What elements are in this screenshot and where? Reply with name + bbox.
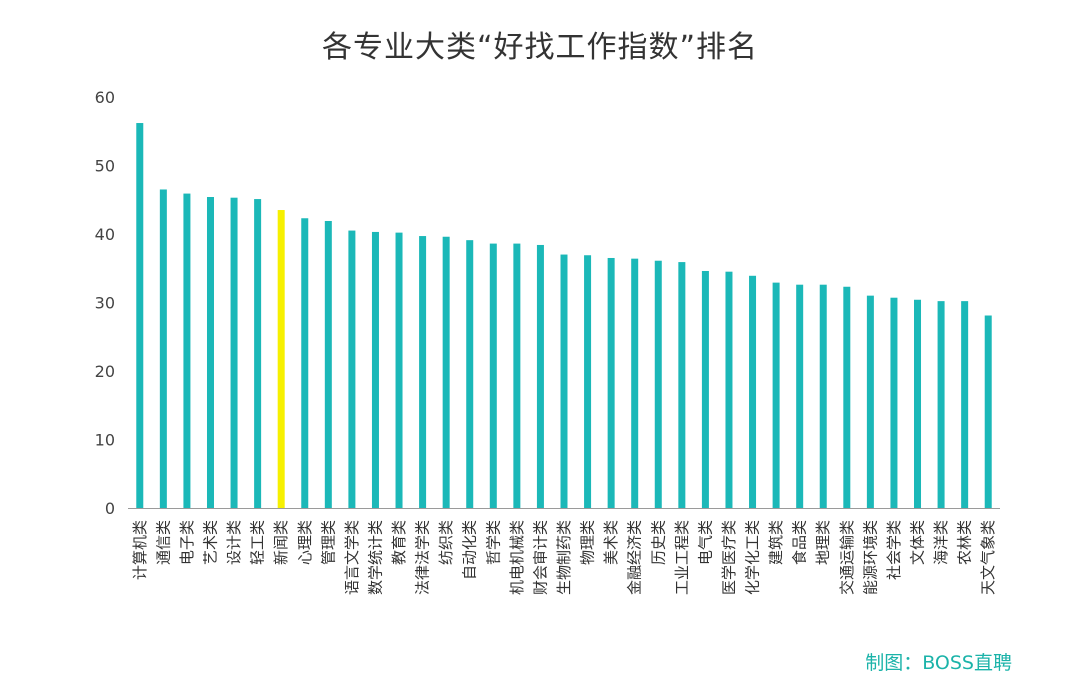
x-tick-label: 轻工类 — [249, 520, 267, 565]
x-tick-label: 艺术类 — [201, 520, 219, 565]
x-tick-label: 心理类 — [296, 520, 314, 565]
x-tick-label: 化学化工类 — [744, 520, 762, 595]
x-tick-label: 交通运输类 — [838, 520, 856, 595]
y-tick-label: 0 — [105, 499, 115, 518]
bar — [678, 262, 686, 508]
bar — [277, 210, 285, 508]
x-tick-label: 语言文学类 — [343, 520, 361, 595]
bar — [796, 284, 804, 508]
bar — [961, 301, 969, 508]
x-tick-label: 美术类 — [602, 520, 620, 565]
bar — [725, 271, 733, 508]
x-tick-label: 数学统计类 — [366, 520, 384, 595]
y-tick-label: 30 — [95, 294, 115, 313]
bar — [772, 282, 780, 508]
x-tick-label: 文体类 — [909, 520, 927, 565]
bar — [536, 244, 544, 508]
y-tick-label: 50 — [95, 157, 115, 176]
bar — [395, 232, 403, 508]
x-tick-label: 电气类 — [696, 520, 714, 565]
x-tick-label: 生物制药类 — [555, 520, 573, 595]
bar — [560, 254, 568, 508]
y-axis: 0 10 20 30 40 50 60 — [95, 88, 115, 518]
x-tick-label: 计算机类 — [131, 520, 149, 580]
x-tick-label: 管理类 — [319, 520, 337, 565]
bar — [183, 193, 191, 508]
x-tick-label: 历史类 — [649, 520, 667, 565]
x-tick-label: 设计类 — [225, 520, 243, 565]
bar — [301, 218, 309, 508]
bar — [442, 236, 450, 509]
x-tick-label: 海洋类 — [932, 520, 950, 565]
x-tick-label: 建筑类 — [767, 520, 785, 565]
bar — [914, 299, 922, 508]
bar — [701, 270, 709, 508]
y-tick-label: 20 — [95, 362, 115, 381]
y-tick-label: 40 — [95, 225, 115, 244]
bar — [489, 243, 497, 508]
x-tick-label: 机电机械类 — [508, 520, 526, 595]
bar — [348, 230, 356, 508]
x-tick-label: 教育类 — [390, 520, 408, 565]
bar — [890, 297, 898, 508]
bar — [607, 257, 615, 508]
bar — [371, 231, 379, 508]
x-tick-label: 新闻类 — [272, 520, 290, 565]
bar — [654, 260, 662, 508]
y-tick-label: 10 — [95, 431, 115, 450]
x-tick-label: 社会学类 — [885, 520, 903, 580]
x-axis: 计算机类 通信类 电子类 艺术类 设计类 轻工类 新闻类 心理类 管理类 语言文学类 数学统计类 教育… — [128, 508, 1000, 595]
x-tick-label: 能源环境类 — [861, 520, 879, 595]
bar — [937, 301, 945, 508]
bars-group — [136, 123, 992, 509]
bar — [159, 189, 167, 508]
x-tick-label: 电子类 — [178, 520, 196, 565]
x-tick-label: 农林类 — [956, 520, 974, 565]
x-tick-label: 医学医疗类 — [720, 520, 738, 595]
y-tick-label: 60 — [95, 88, 115, 107]
bar — [749, 275, 757, 508]
bar — [324, 220, 332, 509]
bar — [631, 258, 639, 508]
x-tick-label: 自动化类 — [461, 520, 479, 580]
x-tick-label: 财会审计类 — [531, 520, 549, 595]
x-tick-label: 天文气象类 — [979, 520, 997, 595]
bar — [584, 255, 592, 508]
bar — [866, 295, 874, 508]
x-tick-label: 物理类 — [579, 520, 597, 565]
bar — [843, 286, 851, 508]
x-tick-label: 纺织类 — [437, 520, 455, 565]
x-tick-label: 通信类 — [154, 520, 172, 565]
bar — [984, 315, 992, 508]
bar — [230, 197, 238, 508]
source-note: 制图：BOSS直聘 — [865, 652, 1012, 674]
x-tick-label: 食品类 — [791, 520, 809, 565]
bar — [254, 199, 262, 508]
x-tick-label: 法律法学类 — [414, 520, 432, 595]
bar — [513, 243, 521, 508]
bar — [419, 236, 427, 509]
bar — [819, 284, 827, 508]
x-tick-label: 金融经济类 — [626, 520, 644, 595]
bar — [466, 240, 474, 508]
x-tick-label: 地理类 — [814, 520, 832, 565]
bar — [136, 123, 144, 508]
bar — [206, 197, 214, 508]
chart-title: 各专业大类“好找工作指数”排名 — [321, 30, 759, 65]
x-tick-label: 哲学类 — [484, 520, 502, 565]
x-tick-label: 工业工程类 — [673, 520, 691, 595]
